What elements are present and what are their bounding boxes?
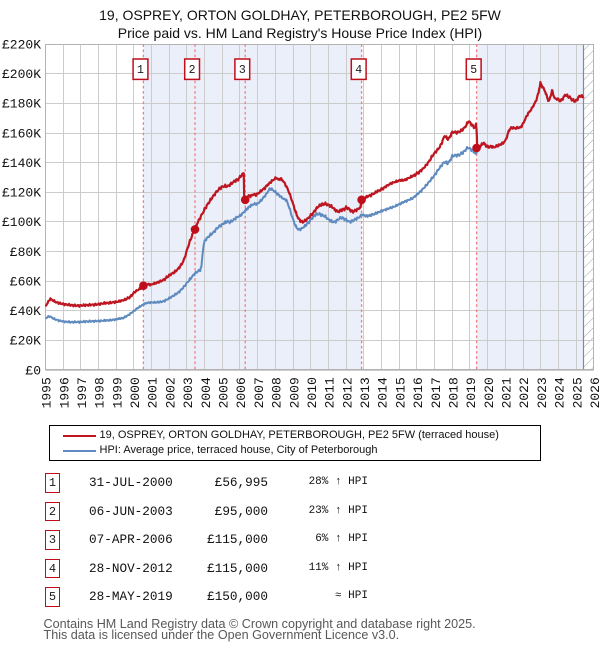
svg-text:£100K: £100K	[2, 215, 41, 230]
svg-text:1999: 1999	[110, 377, 125, 408]
svg-text:3: 3	[239, 64, 246, 77]
svg-text:£220K: £220K	[2, 38, 41, 53]
svg-text:1998: 1998	[93, 377, 108, 408]
svg-text:2006: 2006	[234, 377, 249, 408]
svg-text:2014: 2014	[376, 377, 391, 408]
svg-text:£0: £0	[25, 363, 41, 378]
svg-text:2020: 2020	[482, 377, 497, 408]
svg-text:2: 2	[189, 64, 196, 77]
svg-text:2010: 2010	[305, 377, 320, 408]
svg-text:£60K: £60K	[10, 274, 41, 289]
svg-text:4: 4	[355, 64, 362, 77]
svg-text:£20K: £20K	[10, 334, 41, 349]
svg-text:2025: 2025	[570, 377, 585, 408]
svg-text:£180K: £180K	[2, 97, 41, 112]
svg-text:2001: 2001	[146, 377, 161, 408]
svg-text:2013: 2013	[358, 377, 373, 408]
svg-text:2024: 2024	[553, 377, 568, 408]
svg-text:1: 1	[137, 64, 144, 77]
svg-text:2012: 2012	[340, 377, 355, 408]
svg-text:1995: 1995	[40, 377, 55, 408]
svg-text:2004: 2004	[199, 377, 214, 408]
svg-text:2000: 2000	[128, 377, 143, 408]
svg-text:2011: 2011	[323, 377, 338, 408]
svg-text:2018: 2018	[447, 377, 462, 408]
svg-text:1996: 1996	[57, 377, 72, 408]
svg-text:2026: 2026	[588, 377, 600, 408]
svg-text:1997: 1997	[75, 377, 90, 408]
svg-text:2008: 2008	[270, 377, 285, 408]
svg-text:2009: 2009	[287, 377, 302, 408]
svg-text:£200K: £200K	[2, 67, 41, 82]
svg-text:2005: 2005	[217, 377, 232, 408]
svg-text:2017: 2017	[429, 377, 444, 408]
svg-text:£40K: £40K	[10, 304, 41, 319]
svg-text:2023: 2023	[535, 377, 550, 408]
svg-text:2003: 2003	[181, 377, 196, 408]
svg-text:2019: 2019	[464, 377, 479, 408]
svg-text:£120K: £120K	[2, 186, 41, 201]
svg-text:2021: 2021	[500, 377, 515, 408]
svg-text:£140K: £140K	[2, 156, 41, 171]
svg-text:5: 5	[470, 64, 477, 77]
svg-text:£80K: £80K	[10, 245, 41, 260]
svg-text:2015: 2015	[393, 377, 408, 408]
svg-text:£160K: £160K	[2, 126, 41, 141]
svg-text:2022: 2022	[517, 377, 532, 408]
svg-text:2016: 2016	[411, 377, 426, 408]
svg-text:2007: 2007	[252, 377, 267, 408]
svg-text:2002: 2002	[163, 377, 178, 408]
